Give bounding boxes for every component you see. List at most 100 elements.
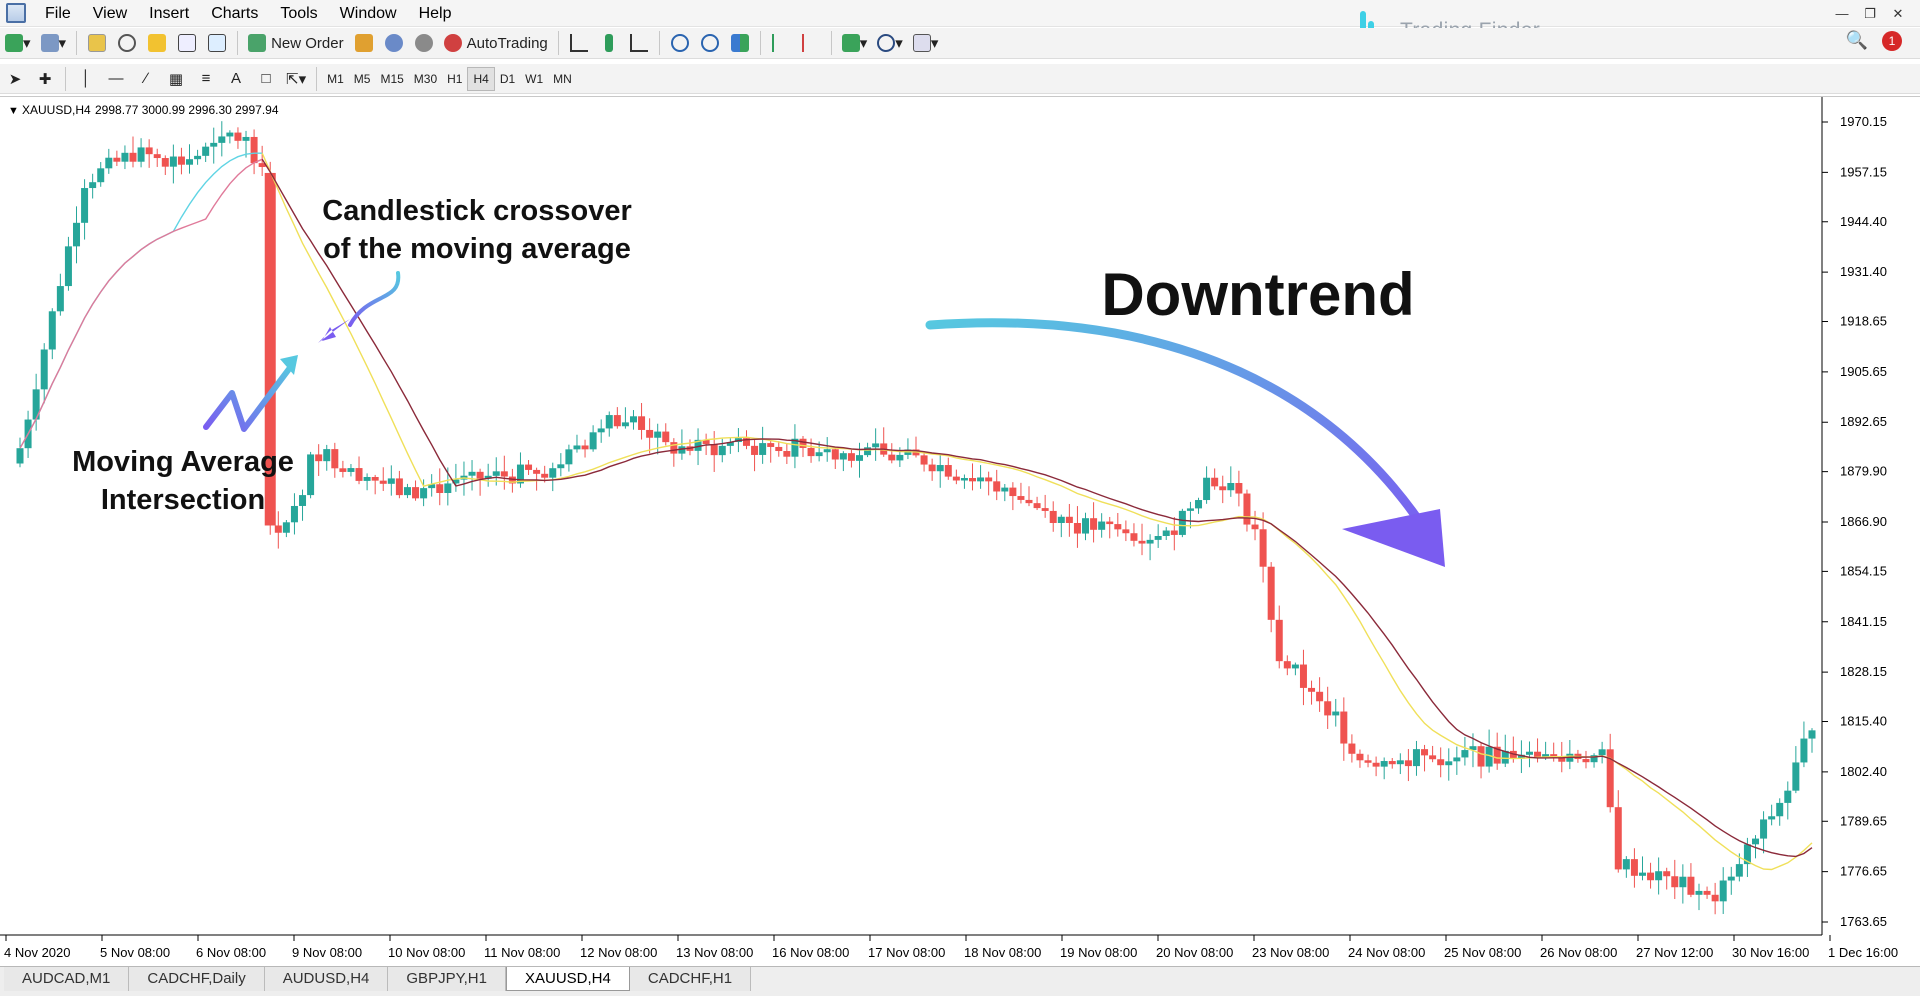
autotrading-icon <box>443 34 462 52</box>
tab-cadchf-daily[interactable]: CADCHF,Daily <box>129 967 265 991</box>
candle-body <box>1679 876 1687 888</box>
tab-audcad-m1[interactable]: AUDCAD,M1 <box>4 967 130 991</box>
candle-body <box>1703 890 1711 895</box>
timeframe-h1[interactable]: H1 <box>447 71 463 86</box>
text-label-button[interactable]: □ <box>253 66 279 92</box>
community-icon <box>414 34 433 52</box>
tab-gbpjpy-h1[interactable]: GBPJPY,H1 <box>388 967 506 991</box>
candle-body <box>1671 876 1679 888</box>
close-icon[interactable]: ✕ <box>1892 5 1904 21</box>
tab-audusd-h4[interactable]: AUDUSD,H4 <box>264 967 389 991</box>
candle-body <box>121 152 129 162</box>
text-button[interactable]: A <box>223 66 249 92</box>
indicators-button[interactable]: ▾ <box>839 30 871 56</box>
chart-shift-button[interactable] <box>768 30 794 56</box>
arrows-button[interactable]: ⇱▾ <box>283 66 309 92</box>
autoscroll-button[interactable] <box>798 30 824 56</box>
zoom-in-button[interactable] <box>667 30 693 56</box>
candle-body <box>742 438 750 446</box>
time-tick-label: 12 Nov 08:00 <box>580 945 657 960</box>
menu-help[interactable]: Help <box>418 4 452 22</box>
candle-body <box>1235 482 1243 494</box>
minimize-icon[interactable]: — <box>1835 6 1849 21</box>
candle-body <box>888 454 896 461</box>
channel-button[interactable]: ▦ <box>163 66 189 92</box>
menu-tools[interactable]: Tools <box>280 4 318 22</box>
navigator-button[interactable] <box>144 30 170 56</box>
tab-xauusd-h4[interactable]: XAUUSD,H4 <box>506 967 630 991</box>
candle-body <box>605 415 613 429</box>
market-watch-button[interactable] <box>84 30 110 56</box>
tester-button[interactable] <box>204 30 230 56</box>
chart-shift-icon <box>771 34 790 52</box>
vertical-line-button[interactable]: │ <box>73 66 99 92</box>
bar-chart-button[interactable] <box>566 30 592 56</box>
candle-body <box>1275 619 1283 662</box>
timeframe-m15[interactable]: M15 <box>380 71 404 86</box>
candlestick-chart-button[interactable] <box>596 30 622 56</box>
zoom-out-button[interactable] <box>697 30 723 56</box>
moving-averages-group <box>19 152 1813 871</box>
terminal-button[interactable] <box>174 30 200 56</box>
menu-file[interactable]: File <box>45 4 71 22</box>
candle-body <box>1606 749 1614 808</box>
signals-button[interactable] <box>381 30 407 56</box>
timeframe-mn[interactable]: MN <box>553 71 572 86</box>
ma-intersection-arrow-icon <box>203 362 295 432</box>
tab-cadchf-h1[interactable]: CADCHF,H1 <box>629 967 752 991</box>
crosshair-icon: ✚ <box>38 70 52 88</box>
line-chart-button[interactable] <box>626 30 652 56</box>
candle-body <box>484 475 492 479</box>
candle-body <box>1162 530 1170 537</box>
community-button[interactable] <box>411 30 437 56</box>
data-window-button[interactable] <box>114 30 140 56</box>
price-tick-label: 1854.15 <box>1840 563 1887 578</box>
horizontal-line-button[interactable]: — <box>103 66 129 92</box>
search-icon[interactable]: 🔍 <box>1845 30 1868 50</box>
new-order-button[interactable]: New Order <box>245 30 347 56</box>
candle-body <box>629 416 637 423</box>
candle-body <box>993 481 1001 492</box>
timeframe-m30[interactable]: M30 <box>413 71 438 86</box>
autotrading-button[interactable]: AutoTrading <box>441 30 551 56</box>
autoscroll-icon <box>801 34 820 52</box>
crossover-arrowhead-icon <box>318 319 350 343</box>
trendline-button[interactable]: ∕ <box>133 66 159 92</box>
new-chart-button[interactable]: ▾ <box>2 30 34 56</box>
restore-icon[interactable]: ❐ <box>1864 5 1876 21</box>
notification-badge[interactable]: 1 <box>1882 30 1902 51</box>
timeframe-m1[interactable]: M1 <box>327 71 344 86</box>
metaeditor-button[interactable] <box>351 30 377 56</box>
menu-charts[interactable]: Charts <box>211 4 259 22</box>
menu-window[interactable]: Window <box>339 4 397 22</box>
templates-button[interactable]: ▾ <box>910 30 942 56</box>
time-tick-label: 25 Nov 08:00 <box>1444 945 1521 960</box>
tile-windows-button[interactable] <box>727 30 753 56</box>
candle-body <box>290 505 298 523</box>
timeframe-m5[interactable]: M5 <box>353 71 371 86</box>
candle-body <box>1800 738 1808 763</box>
cursor-button[interactable]: ➤ <box>2 66 28 92</box>
candle-body <box>872 443 880 448</box>
candle-body <box>105 157 113 169</box>
price-chart[interactable]: 1970.15 1957.15 1944.40 1931.40 1918.65 1905.… <box>0 97 1920 967</box>
candle-body <box>161 158 169 167</box>
fibonacci-button[interactable]: ≡ <box>193 66 219 92</box>
candle-body <box>1267 566 1275 620</box>
chart-header-arrow-icon[interactable]: ▼ <box>8 105 19 117</box>
crosshair-button[interactable]: ✚ <box>32 66 58 92</box>
price-tick-label: 1957.15 <box>1840 164 1887 179</box>
timeframe-w1[interactable]: W1 <box>525 71 544 86</box>
price-tick-label: 1918.65 <box>1840 314 1887 329</box>
profiles-button[interactable]: ▾ <box>38 30 70 56</box>
chart-window[interactable]: 1970.15 1957.15 1944.40 1931.40 1918.65 1905.… <box>0 96 1920 966</box>
timeframe-h4[interactable]: H4 <box>467 66 495 91</box>
candle-body <box>920 455 928 465</box>
menu-insert[interactable]: Insert <box>149 4 190 22</box>
price-tick-label: 1944.40 <box>1840 214 1887 229</box>
menu-view[interactable]: View <box>92 4 128 22</box>
price-tick-label: 1892.65 <box>1840 414 1887 429</box>
periods-button[interactable]: ▾ <box>874 30 906 56</box>
timeframe-d1[interactable]: D1 <box>499 71 516 86</box>
candle-body <box>807 447 815 457</box>
